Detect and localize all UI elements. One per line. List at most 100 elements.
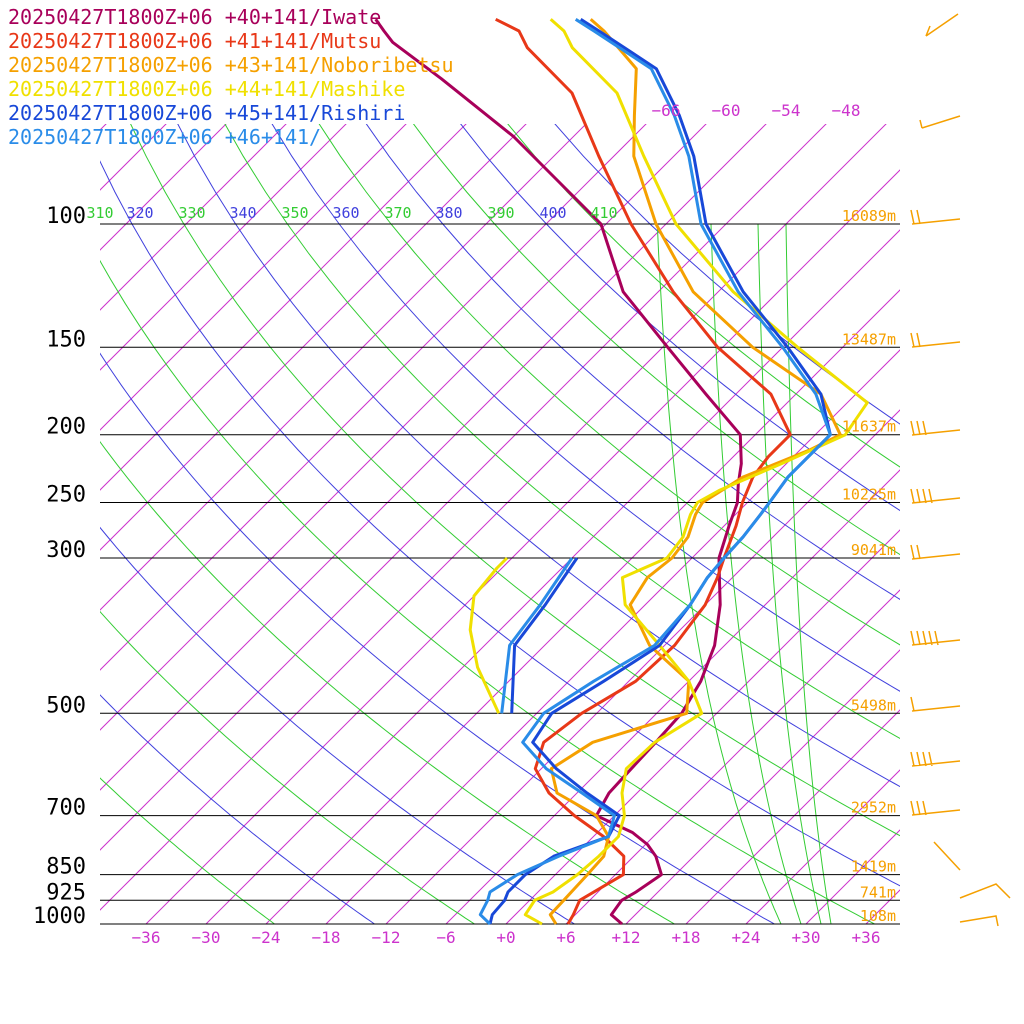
isotherm-line — [100, 124, 407, 431]
isotherm-line — [100, 124, 107, 131]
wind-barb — [910, 696, 961, 712]
wind-barb — [910, 420, 961, 436]
wind-barb — [910, 488, 961, 504]
temperature-tick-label: +6 — [556, 928, 575, 947]
isobar-lines — [100, 223, 900, 925]
dry-adiabat-line — [412, 124, 900, 556]
isotherm-label: −48 — [832, 101, 861, 120]
isotherm-line — [100, 124, 707, 731]
theta-label: 410 — [590, 204, 617, 222]
dry-adiabat-line — [100, 160, 900, 887]
wind-barb — [933, 841, 961, 871]
wind-barb-stroke — [910, 630, 961, 646]
theta-label: 390 — [487, 204, 514, 222]
legend-entry: 20250427T1800Z+06 +46+141/ — [8, 125, 321, 149]
pressure-tick-label: 500 — [46, 693, 86, 718]
wind-barb-stroke — [959, 915, 999, 927]
temperature-profile-line — [478, 18, 832, 926]
isotherm-line — [805, 829, 900, 924]
pressure-tick-label: 100 — [46, 204, 86, 229]
wind-barb-stroke — [910, 696, 961, 712]
isotherm-label: −60 — [712, 101, 741, 120]
isotherm-line — [865, 889, 900, 924]
pressure-tick-label: 1000 — [33, 904, 86, 929]
theta-label: 370 — [384, 204, 411, 222]
temperature-profile-line — [548, 18, 842, 925]
isotherm-line — [100, 124, 467, 491]
theta-label: 360 — [332, 204, 359, 222]
plot-area — [100, 13, 1024, 924]
height-label: 741m — [860, 883, 896, 901]
isotherm-line — [145, 169, 900, 924]
legend-entry: 20250427T1800Z+06 +43+141/Noboribetsu — [8, 53, 454, 77]
wind-barb-stroke — [925, 13, 959, 37]
wind-barb-stroke — [910, 332, 961, 348]
dry-adiabat-line — [507, 124, 900, 468]
height-label: 5498m — [851, 696, 896, 714]
isotherm-line — [685, 709, 900, 924]
dry-adiabat-line — [365, 124, 900, 600]
isotherm-line — [100, 124, 167, 191]
height-label: 11637m — [842, 418, 896, 436]
dry-adiabat-line — [177, 124, 900, 788]
temperature-profile-line — [488, 18, 832, 925]
legend-entry: 20250427T1800Z+06 +45+141/Rishiri — [8, 101, 405, 125]
wind-barb — [910, 800, 961, 816]
temperature-profile-line — [523, 18, 869, 926]
height-label: 16089m — [842, 207, 896, 225]
dry-adiabat-line — [554, 124, 900, 425]
temperature-tick-label: +30 — [792, 928, 821, 947]
isotherm-line — [325, 349, 900, 924]
temperature-tick-label: +24 — [732, 928, 761, 947]
temperature-tick-label: −36 — [132, 928, 161, 947]
legend-entry: 20250427T1800Z+06 +41+141/Mutsu — [8, 29, 381, 53]
height-label: 13487m — [842, 330, 896, 348]
wind-barb-stroke — [910, 751, 961, 767]
wind-barb-stroke — [910, 209, 961, 225]
theta-label: 320 — [126, 204, 153, 222]
temperature-tick-label: +12 — [612, 928, 641, 947]
temperature-tick-label: −12 — [372, 928, 401, 947]
isotherm-line — [926, 13, 1024, 924]
height-label: 2952m — [851, 799, 896, 817]
dry-adiabat-line — [100, 526, 575, 924]
temperature-profile-line — [374, 18, 743, 926]
dry-adiabat-line — [271, 124, 900, 692]
isotherm-line — [100, 124, 287, 311]
moist-adiabat-line — [785, 223, 832, 924]
wind-barb — [910, 209, 961, 225]
wind-barb-stroke — [910, 544, 961, 560]
isotherm-line — [445, 469, 900, 924]
height-label: 108m — [860, 907, 896, 925]
theta-label: 400 — [539, 204, 566, 222]
isotherm-line — [100, 124, 767, 791]
wind-barb — [959, 883, 1011, 899]
dewpoint-profile-line — [510, 557, 579, 714]
dry-adiabat-line — [100, 777, 275, 924]
isotherm-line — [565, 589, 900, 924]
theta-label: 380 — [435, 204, 462, 222]
isotherm-line — [505, 529, 900, 924]
wind-barb — [959, 915, 999, 927]
wind-barb-stroke — [910, 420, 961, 436]
wind-barb-stroke — [919, 115, 961, 129]
legend-entry: 20250427T1800Z+06 +44+141/Mashike — [8, 77, 405, 101]
dry-adiabat-line — [100, 694, 375, 924]
temperature-tick-label: −24 — [252, 928, 281, 947]
wind-barb-stroke — [959, 883, 1011, 899]
isotherm-line — [625, 649, 900, 924]
isotherm-line — [205, 229, 900, 924]
pressure-tick-label: 250 — [46, 483, 86, 508]
theta-label: 330 — [178, 204, 205, 222]
wind-barb — [910, 332, 961, 348]
dry-adiabat-line — [100, 440, 675, 924]
isotherm-line — [745, 769, 900, 924]
dry-adiabat-line — [100, 610, 475, 924]
isotherm-line — [265, 289, 900, 924]
temperature-profiles — [374, 17, 869, 926]
height-label: 1419m — [851, 858, 896, 876]
height-label: 9041m — [851, 541, 896, 559]
dewpoint-profile-line — [500, 557, 574, 714]
